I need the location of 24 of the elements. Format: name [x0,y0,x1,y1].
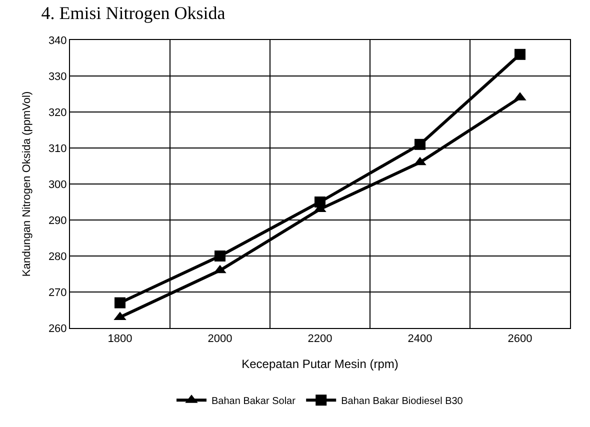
point [414,138,426,150]
y-tick-label: 260 [48,322,67,335]
y-tick-label: 280 [48,250,67,263]
point [114,297,126,308]
x-tick-label: 2000 [208,333,232,346]
y-tick-label: 330 [48,70,67,83]
point [214,250,226,262]
x-tick-label: 1800 [108,333,132,346]
y-tick-label: 310 [48,142,67,155]
point [514,48,526,60]
point [314,196,326,208]
x-axis-title: Kecepatan Putar Mesin (rpm) [242,357,398,372]
legend-label: Bahan Bakar Biodiesel B30 [341,396,464,407]
x-tick-label: 2200 [308,333,332,346]
x-tick-label: 2600 [508,333,532,346]
y-tick-label: 300 [48,178,67,191]
y-tick-label: 290 [48,214,67,227]
y-tick-label: 320 [48,106,67,119]
x-tick-label: 2400 [408,333,432,346]
chart-title: 4. Emisi Nitrogen Oksida [41,3,226,24]
y-axis-title: Kandungan Nitrogen Oksida (ppmVol) [21,91,34,277]
y-tick-label: 270 [48,286,67,299]
legend-label: Bahan Bakar Solar [212,396,296,407]
y-tick-label: 340 [48,34,67,47]
